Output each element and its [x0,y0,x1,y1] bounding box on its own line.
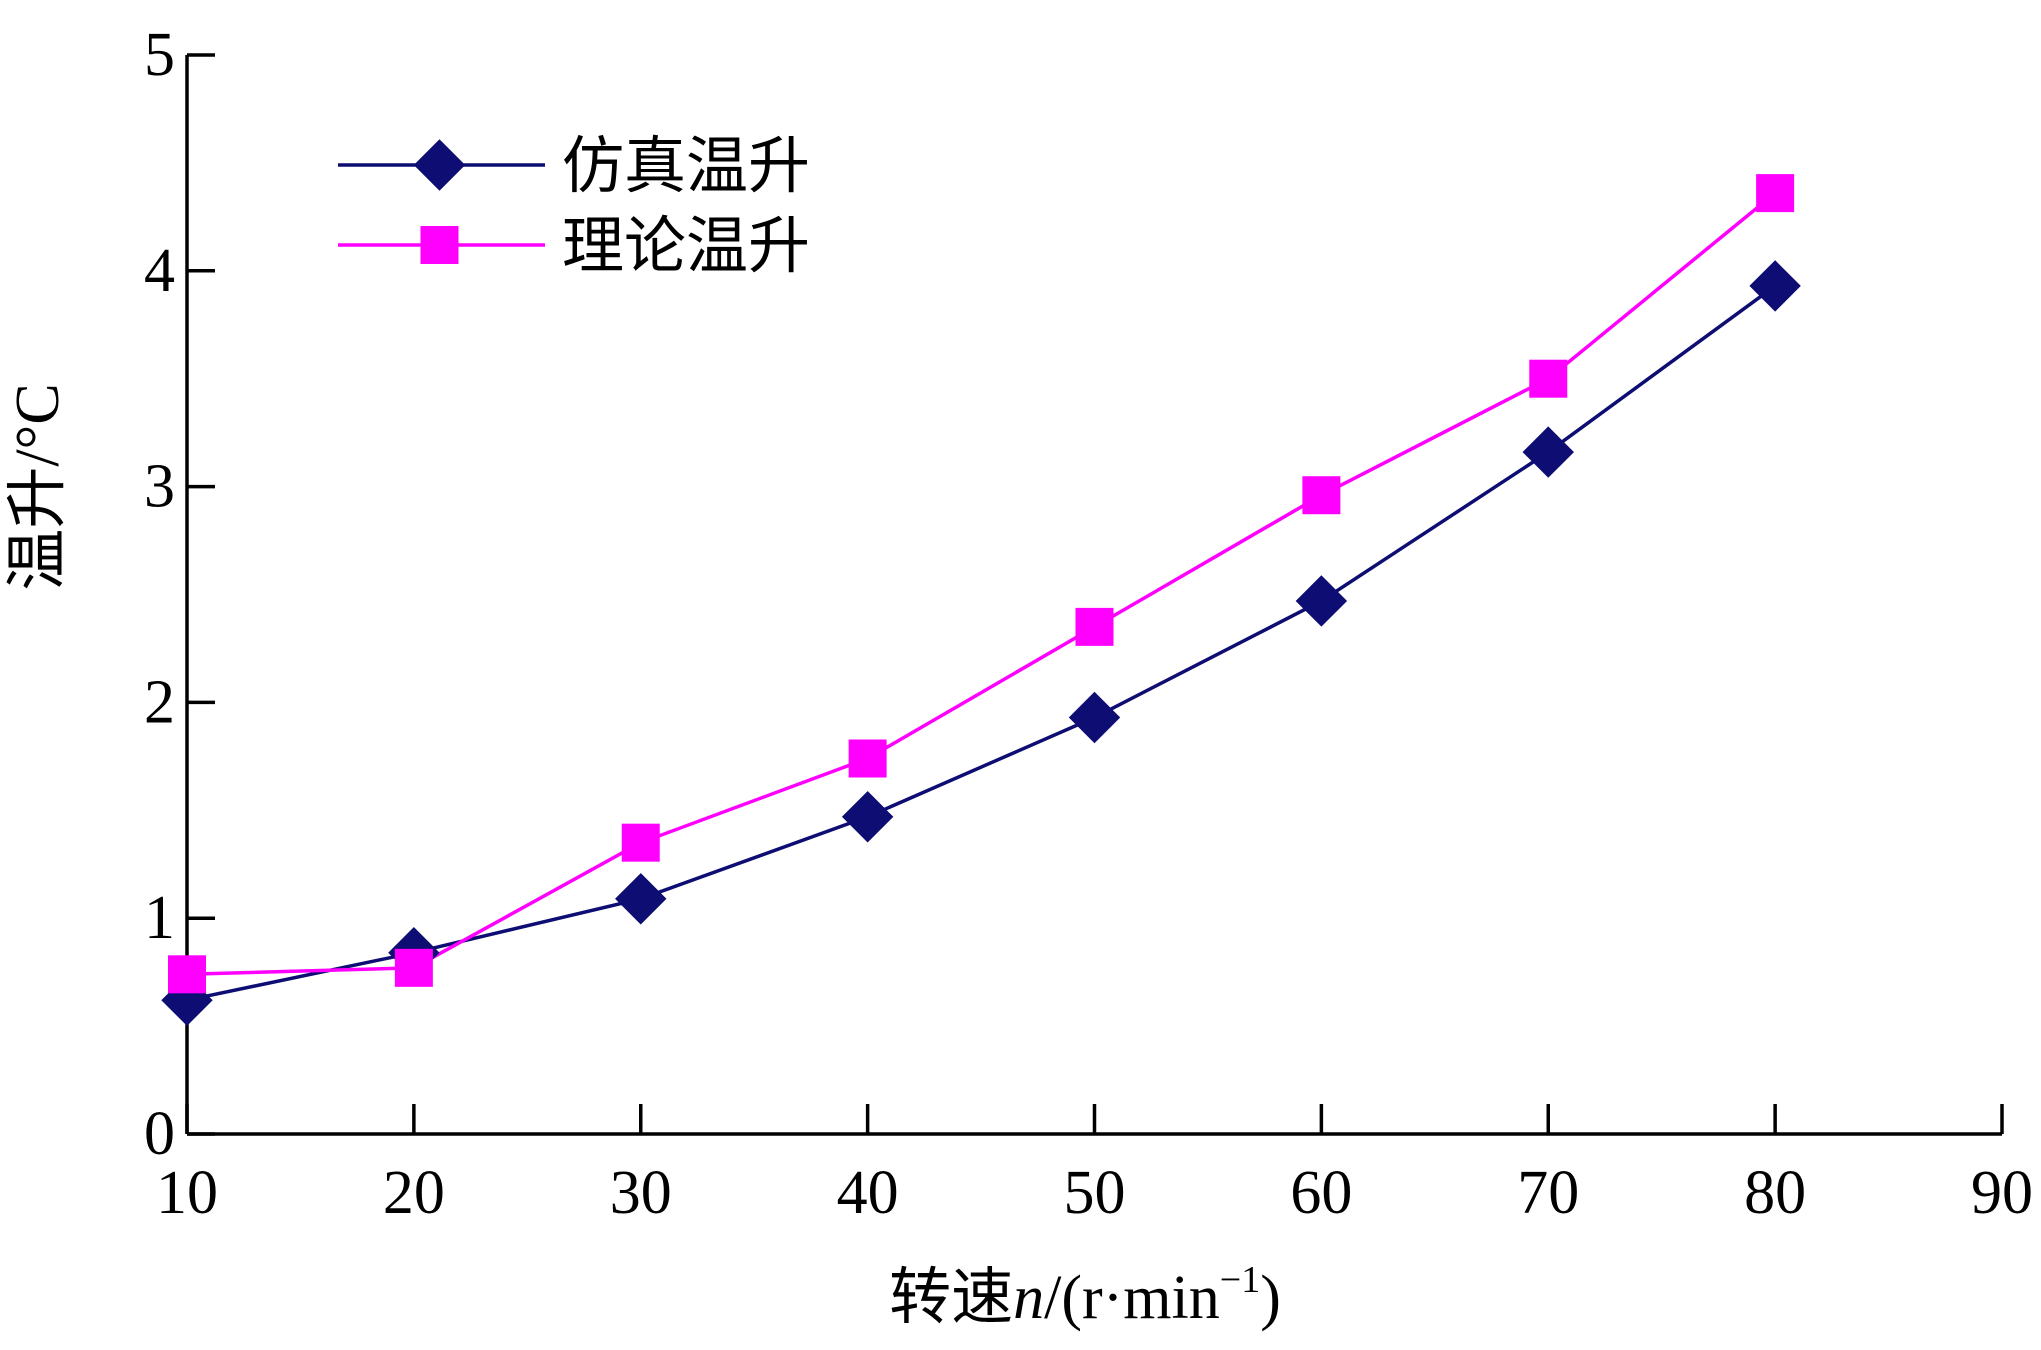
x-axis-label-exponent: −1 [1220,1259,1260,1301]
data-point [621,823,660,862]
data-point [1756,174,1795,213]
data-point [1068,691,1121,744]
data-point [1302,476,1341,515]
x-tick-label: 10 [156,1159,218,1227]
y-axis-label: 温升/°C [4,383,72,590]
legend-marker [420,226,459,264]
y-tick-label: 5 [144,21,175,89]
x-tick-label: 40 [837,1159,899,1227]
x-tick-label: 20 [383,1159,445,1227]
x-axis-label: 转速n/(r·min−1) [889,1259,1281,1332]
data-point [394,948,433,987]
data-point [1529,359,1568,398]
data-point [615,873,667,925]
y-tick-label: 3 [144,453,175,521]
axes: 10 20 30 40 50 60 70 80 90 0 1 2 3 4 5 [144,21,2033,1227]
x-tick-label: 60 [1290,1159,1352,1227]
data-point [1295,575,1348,627]
x-tick-label: 50 [1064,1159,1126,1227]
data-point [1522,426,1574,478]
x-tick-label: 90 [1971,1159,2033,1227]
y-tick-label: 4 [144,237,175,305]
x-tick-label: 70 [1517,1159,1579,1227]
legend-label: 理论温升 [562,213,810,281]
x-axis-label-variable: n [1013,1264,1044,1332]
data-point [841,791,894,843]
data-point [848,739,887,778]
series-line [186,284,1777,1002]
legend-label: 仿真温升 [562,133,810,201]
x-axis-label-unit: /(r·min [1044,1264,1220,1332]
x-tick-label: 30 [610,1159,672,1227]
x-tick-label: 80 [1744,1159,1806,1227]
y-tick-label: 2 [144,668,175,736]
data-point [1749,260,1801,312]
legend-marker [413,139,466,191]
y-tick-label: 0 [144,1100,175,1168]
x-axis-label-close: ) [1260,1264,1281,1332]
data-point [168,955,206,994]
series-line [186,191,1777,977]
series-layer [161,174,1801,1026]
x-axis-label-prefix: 转速 [889,1264,1013,1332]
y-tick-label: 1 [144,884,175,952]
axis-labels: 温升/°C 转速n/(r·min−1) [4,383,1281,1332]
data-point [1075,607,1114,646]
